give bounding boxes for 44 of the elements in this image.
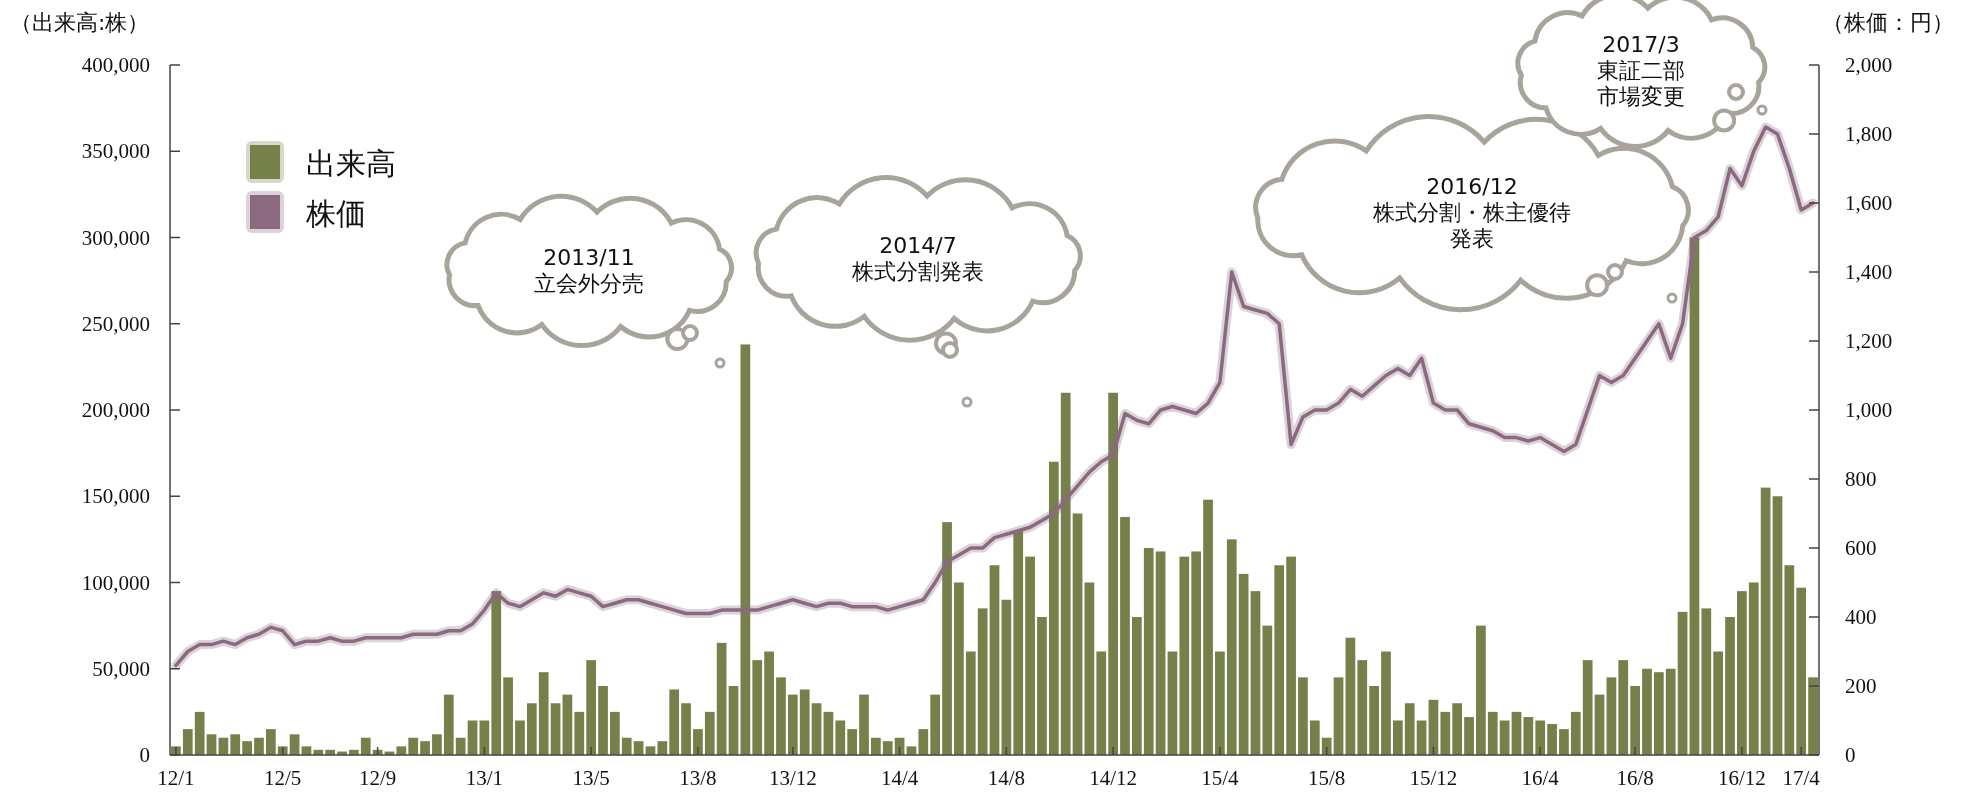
xtick: 13/12 [768,766,817,790]
annotation: 2014/7 株式分割発表 [852,233,984,284]
xtick: 13/1 [465,766,504,790]
y2tick: 400 [1845,605,1877,629]
xtick: 15/4 [1201,766,1239,790]
legend-label: 出来高 [306,146,396,181]
xtick: 14/8 [987,766,1026,790]
ytick: 350,000 [81,139,150,164]
xtick: 14/4 [880,766,919,790]
ytick: 50,000 [92,656,150,681]
xtick: 12/9 [358,766,397,790]
xtick: 16/4 [1521,766,1559,790]
xtick: 17/4 [1782,766,1820,790]
y2tick: 1,600 [1845,191,1893,215]
y2tick: 600 [1845,536,1877,560]
y2tick: 200 [1845,674,1877,698]
annotation: 2016/12 株式分割・株主優待発表 [1373,174,1571,251]
ytick: 250,000 [81,311,150,336]
xtick: 15/12 [1409,766,1458,790]
xtick: 14/12 [1089,766,1138,790]
xtick: 13/5 [572,766,610,790]
xtick: 13/8 [679,766,717,790]
y2tick: 0 [1845,743,1856,767]
ytick: 100,000 [81,570,150,595]
xtick: 12/1 [157,766,195,790]
ytick: 150,000 [81,484,150,509]
ytick: 400,000 [81,53,150,77]
xtick: 16/8 [1616,766,1654,790]
xtick: 12/5 [264,766,302,790]
y2tick: 2,000 [1845,53,1893,77]
y2tick: 1,400 [1845,260,1893,284]
ytick: 0 [139,743,150,767]
ytick: 200,000 [81,398,150,422]
y2tick: 1,000 [1845,398,1893,422]
xtick: 16/12 [1717,766,1766,790]
ylabel: （出来高:株） [10,10,150,35]
ytick: 300,000 [81,225,150,250]
y2label: （株価：円） [1822,10,1954,35]
y2tick: 1,200 [1845,329,1893,353]
xtick: 15/8 [1308,766,1346,790]
annotation: 2013/11 立会外分売 [534,245,644,296]
y2tick: 800 [1845,467,1877,491]
legend-label: 株価 [306,196,366,231]
y2tick: 1,800 [1845,122,1893,146]
